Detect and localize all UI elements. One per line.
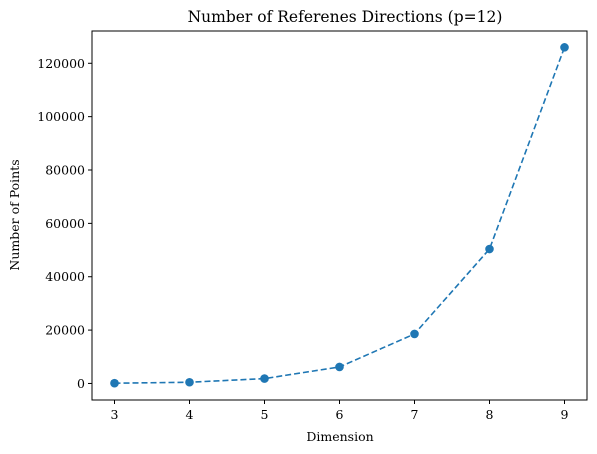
y-tick-label: 0 — [77, 376, 85, 391]
x-axis-label: Dimension — [306, 429, 373, 444]
x-tick-label: 8 — [486, 407, 494, 422]
chart-title: Number of Referenes Directions (p=12) — [188, 8, 503, 26]
x-tick-label: 5 — [261, 407, 269, 422]
y-tick-label: 120000 — [37, 56, 85, 71]
x-tick-label: 3 — [111, 407, 119, 422]
y-tick-label: 60000 — [45, 216, 85, 231]
x-tick-label: 4 — [186, 407, 194, 422]
plot-area — [110, 43, 569, 388]
y-tick-label: 100000 — [37, 109, 85, 124]
x-tick-label: 9 — [561, 407, 569, 422]
x-tick-label: 6 — [336, 407, 344, 422]
y-axis-label: Number of Points — [7, 159, 22, 270]
plot-frame — [91, 30, 588, 401]
y-tick-label: 40000 — [45, 269, 85, 284]
x-tick-label: 7 — [411, 407, 419, 422]
data-point — [335, 362, 344, 372]
data-point — [260, 374, 269, 383]
y-tick-label: 20000 — [45, 323, 85, 338]
axis-ticks: 3 4 5 6 7 8 9 0 20000 40000 60000 80000 100000 120000 — [37, 56, 568, 422]
data-point — [485, 244, 494, 254]
y-tick-label: 80000 — [45, 163, 85, 178]
data-point — [185, 377, 194, 387]
data-point — [110, 378, 119, 388]
data-point — [560, 43, 569, 52]
data-point — [410, 329, 419, 339]
